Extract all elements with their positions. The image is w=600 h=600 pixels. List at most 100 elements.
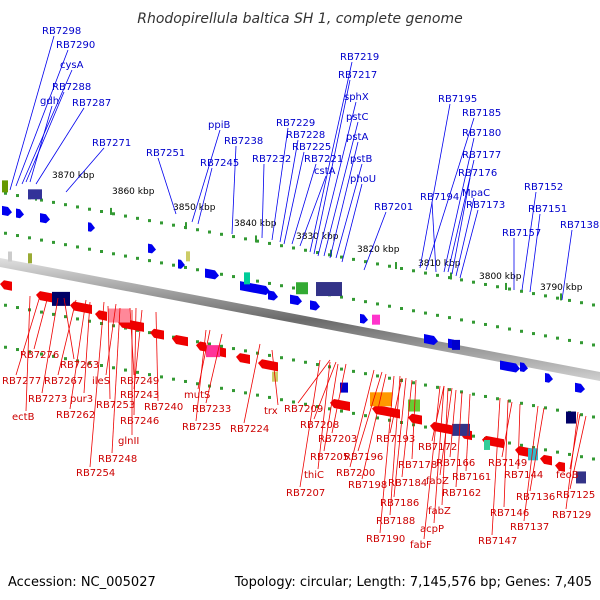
reverse-gene-arrow <box>172 334 188 347</box>
feature-block <box>52 291 70 306</box>
forward-label-leader <box>335 163 363 259</box>
forward-gene-arrow <box>16 208 24 219</box>
major-tick <box>255 235 257 243</box>
reverse-gene-label: RB7243 <box>120 390 159 401</box>
reverse-gene-label: RB7240 <box>144 402 183 413</box>
tick-dot <box>280 398 283 402</box>
reverse-gene-arrow <box>555 461 565 472</box>
tick-dot <box>352 411 355 415</box>
reverse-label-leader <box>361 373 387 480</box>
tick-dot <box>124 254 127 258</box>
tick-dot <box>556 450 559 454</box>
tick-dot <box>160 375 163 379</box>
tick-dot <box>52 200 55 204</box>
major-tick <box>185 222 187 230</box>
tick-dot <box>76 245 79 249</box>
tick-dot <box>4 345 7 349</box>
reverse-gene-label: ileS <box>92 376 110 387</box>
feature-block <box>186 251 190 262</box>
reverse-gene-label: pur3 <box>70 394 93 405</box>
tick-dot <box>556 336 559 340</box>
map-title: Rhodopirellula baltica SH 1, complete ge… <box>137 11 463 27</box>
major-tick <box>450 272 452 280</box>
tick-dot <box>364 260 367 264</box>
tick-dot <box>160 261 163 265</box>
tick-dot <box>580 341 583 345</box>
tick-dot <box>136 370 139 374</box>
forward-gene-label: RB7151 <box>528 204 567 215</box>
tick-dot <box>184 265 187 269</box>
reverse-label-leader <box>449 389 457 458</box>
reverse-gene-label: RB7166 <box>436 458 475 469</box>
reverse-gene-label: RB7208 <box>300 420 339 431</box>
reverse-label-leader <box>83 301 91 394</box>
forward-label-leader <box>323 121 359 257</box>
tick-dot <box>448 276 451 280</box>
tick-dot <box>148 373 151 377</box>
reverse-gene-label: RB7267 <box>44 376 83 387</box>
feature-tracks <box>0 180 586 484</box>
reverse-gene-label: RB7146 <box>490 508 529 519</box>
tick-dot <box>544 448 547 452</box>
forward-label-leader <box>191 129 221 223</box>
tick-dot <box>532 292 535 296</box>
tick-dot <box>376 416 379 420</box>
tick-dot <box>88 207 91 211</box>
tick-dot <box>544 334 547 338</box>
feature-block <box>370 392 392 407</box>
tick-dot <box>4 191 7 195</box>
reverse-label-leader <box>349 369 375 468</box>
reverse-gene-label: mutS <box>184 390 210 401</box>
tick-dot <box>436 313 439 317</box>
reverse-gene-arrow <box>372 404 400 419</box>
tick-dot <box>292 286 295 290</box>
reverse-gene-label: RB7233 <box>192 404 231 415</box>
forward-gene-label: RB7194 <box>420 192 459 203</box>
forward-label-leader <box>425 117 475 271</box>
feature-block <box>452 339 460 350</box>
tick-dot <box>340 409 343 413</box>
forward-gene-label: RB7290 <box>56 40 95 51</box>
tick-dot <box>148 331 151 335</box>
tick-dot <box>436 273 439 277</box>
tick-dot <box>40 352 43 356</box>
reverse-gene-arrow <box>482 435 504 449</box>
reverse-label-leader <box>89 301 105 468</box>
reverse-label-leader <box>155 311 159 402</box>
major-tick <box>560 293 562 301</box>
tick-dot <box>16 234 19 238</box>
tick-dot <box>196 228 199 232</box>
tick-dot <box>340 295 343 299</box>
tick-dot <box>112 324 115 328</box>
forward-gene-arrow <box>545 373 553 383</box>
reverse-label-leader <box>441 387 449 506</box>
tick-dot <box>388 304 391 308</box>
feature-block <box>576 471 586 484</box>
forward-label-leader <box>157 157 177 215</box>
genome-summary-text: Topology: circular; Length: 7,145,576 bp… <box>234 575 592 590</box>
tick-dot <box>64 357 67 361</box>
tick-dot <box>16 194 19 198</box>
reverse-gene-label: RB7184 <box>388 478 427 489</box>
reverse-label-leader <box>465 393 471 472</box>
reverse-label-leader <box>299 359 321 488</box>
feature-block <box>566 411 576 424</box>
tick-dot <box>484 282 487 286</box>
tick-dot <box>520 401 523 405</box>
forward-gene-label: RB7238 <box>224 136 263 147</box>
forward-gene-arrow <box>310 300 320 311</box>
tick-dot <box>268 241 271 245</box>
tick-dot <box>316 405 319 409</box>
tick-dot <box>568 338 571 342</box>
forward-gene-label: RB7152 <box>524 182 563 193</box>
reverse-gene-arrow <box>70 301 92 314</box>
reverse-label-leader <box>243 343 261 424</box>
forward-gene-label: RB7245 <box>200 158 239 169</box>
reverse-label-leader <box>41 297 59 394</box>
reverse-gene-label: RB7147 <box>478 536 517 547</box>
forward-label-leader <box>341 183 363 263</box>
feature-block <box>2 180 8 193</box>
tick-dot <box>520 289 523 293</box>
reverse-label-leader <box>197 329 211 390</box>
reverse-gene-label: RB7246 <box>120 416 159 427</box>
